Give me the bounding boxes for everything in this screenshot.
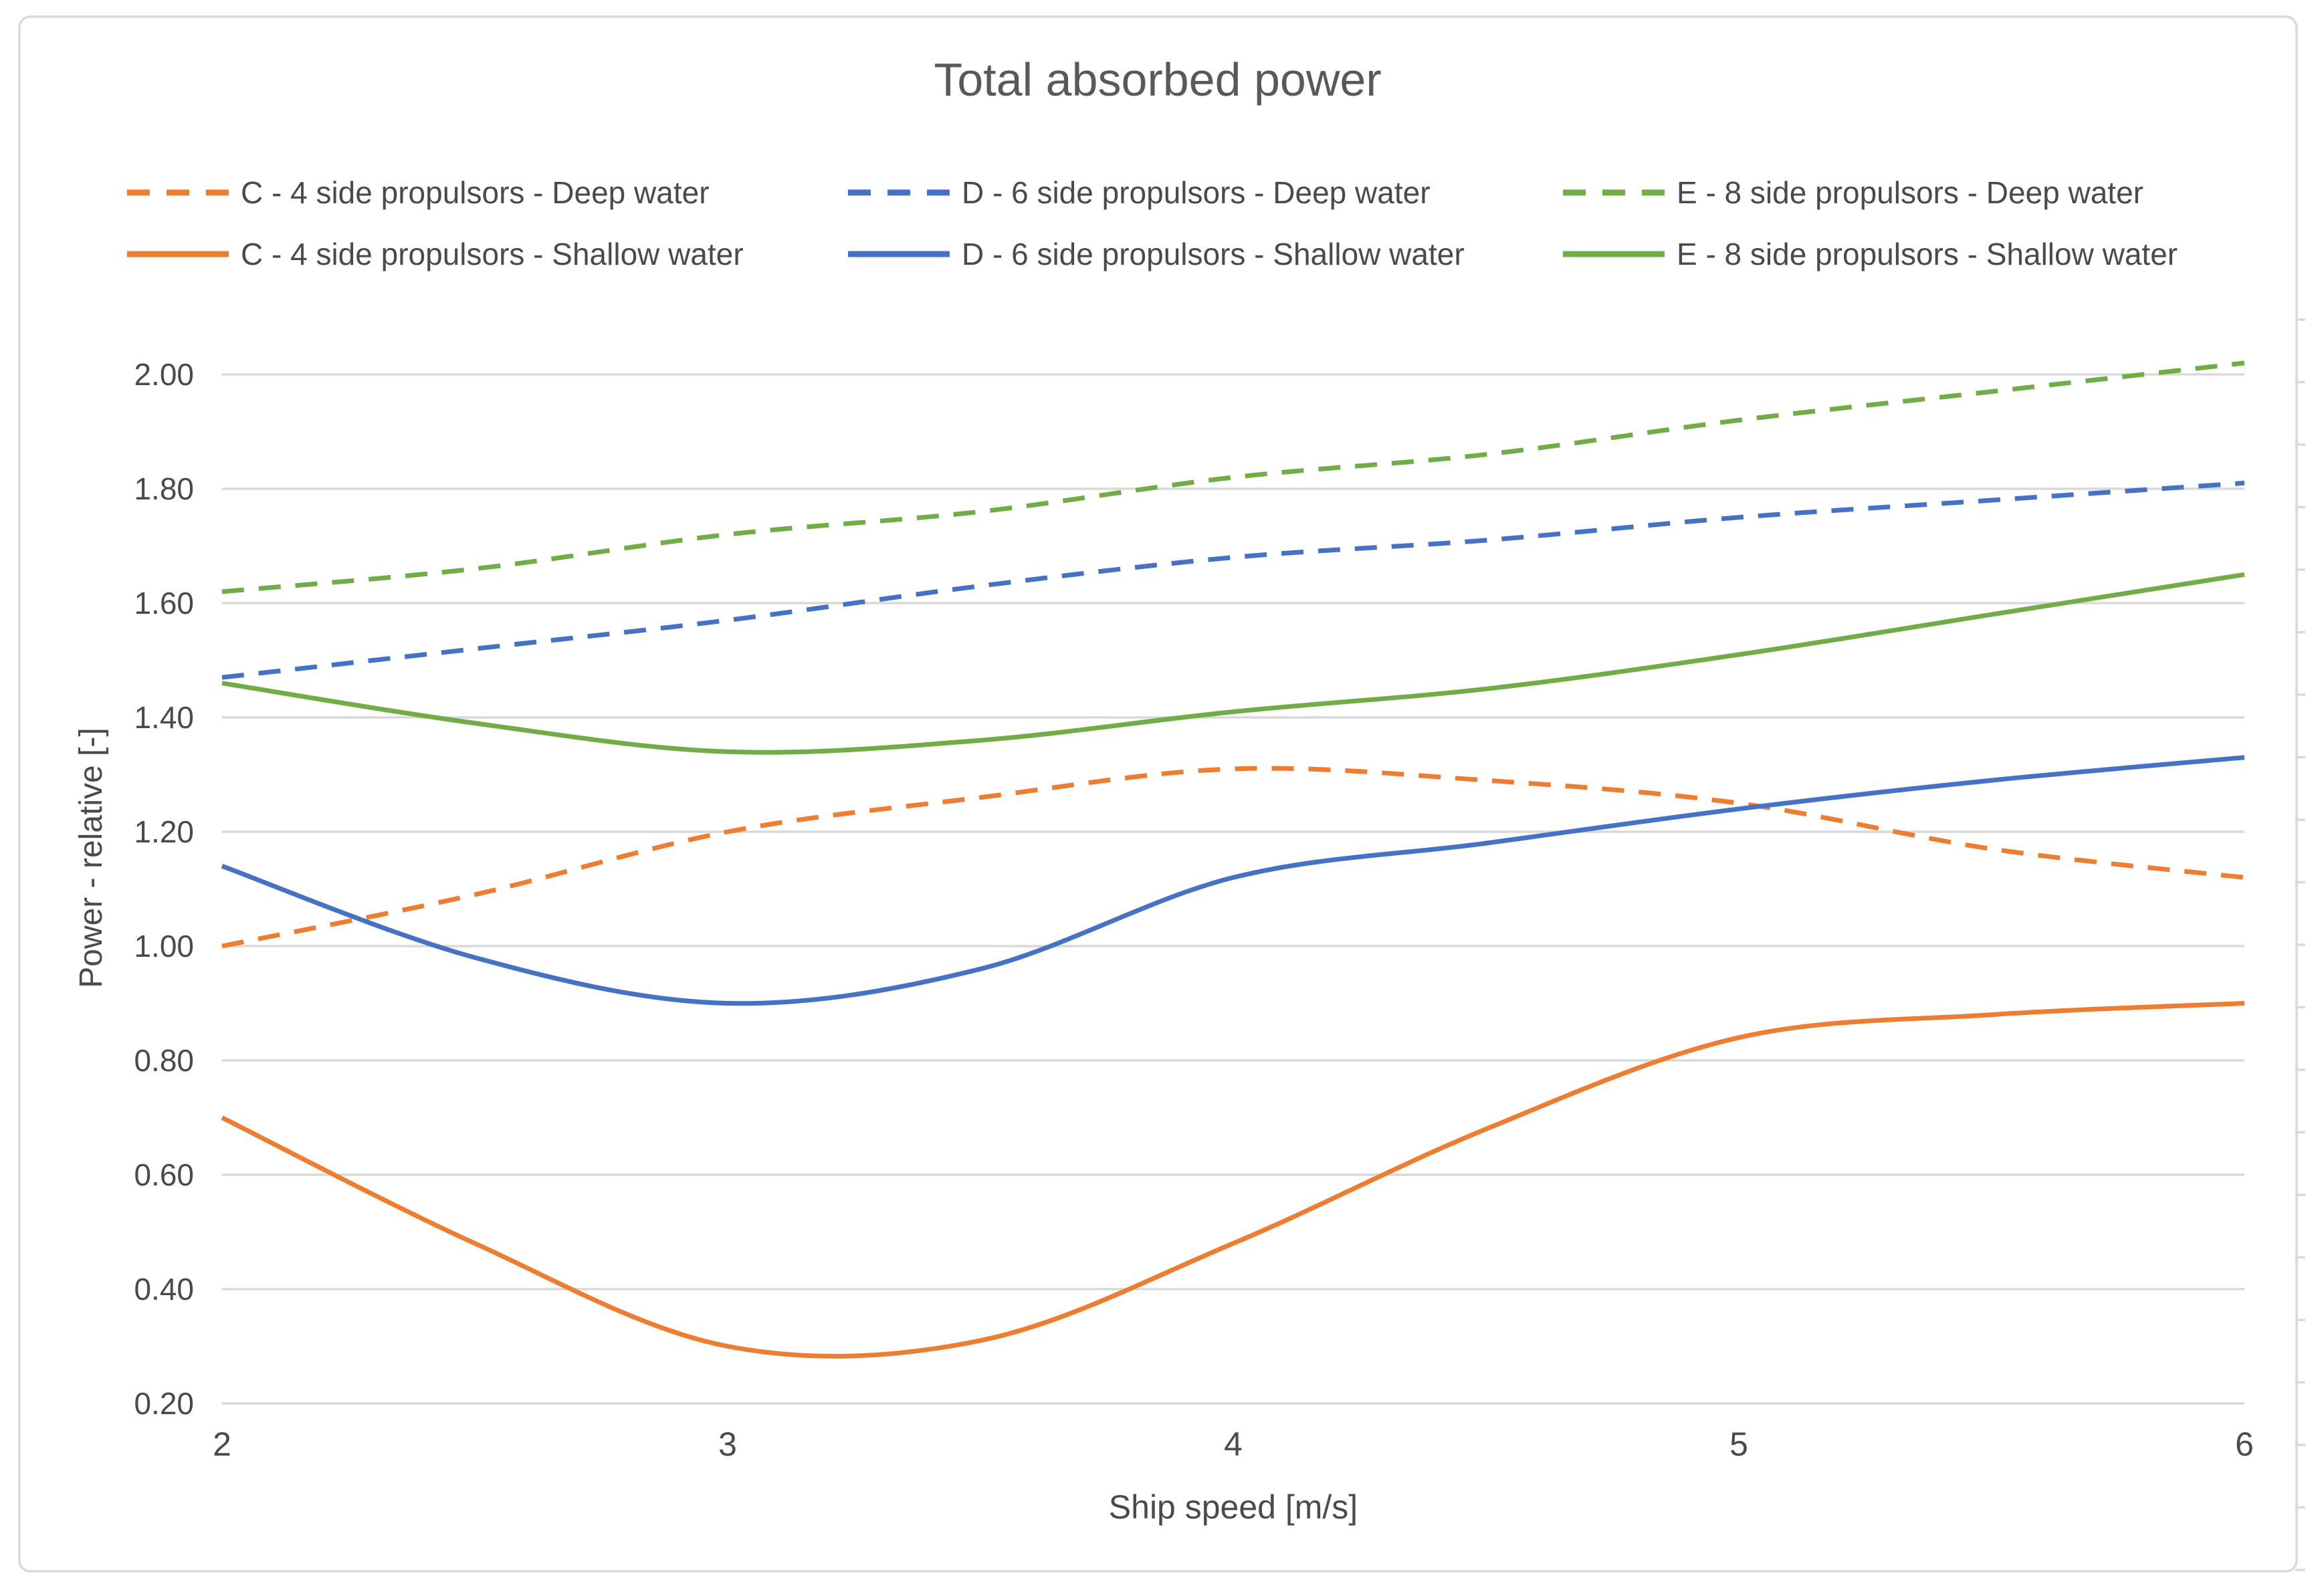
chart-title: Total absorbed power <box>934 53 1382 106</box>
legend-item: E - 8 side propulsors - Shallow water <box>1563 238 2178 270</box>
legend-item: D - 6 side propulsors - Shallow water <box>848 238 1465 270</box>
y-axis-tick-label: 0.60 <box>134 1157 194 1192</box>
y-axis-tick-label: 0.40 <box>134 1272 194 1306</box>
legend-item-label: E - 8 side propulsors - Shallow water <box>1677 237 2178 271</box>
x-axis-tick-label: 6 <box>2235 1426 2254 1463</box>
y-axis-tick-label: 1.20 <box>134 814 194 849</box>
chart-border <box>18 15 2298 1573</box>
series-line-3 <box>221 1001 2245 1359</box>
legend-line-swatch <box>848 189 950 196</box>
legend-item-label: D - 6 side propulsors - Shallow water <box>962 237 1465 271</box>
legend-item: E - 8 side propulsors - Deep water <box>1563 177 2143 209</box>
legend-line-swatch <box>848 251 950 257</box>
legend-line-swatch <box>127 189 229 196</box>
y-axis-tick-label: 1.00 <box>134 929 194 963</box>
series-line-0 <box>221 766 2245 949</box>
series-line-2 <box>221 360 2245 594</box>
series-line-5 <box>221 572 2245 755</box>
legend-item: C - 4 side propulsors - Deep water <box>127 177 710 209</box>
x-axis-title: Ship speed [m/s] <box>1108 1488 1358 1526</box>
legend-line-swatch <box>127 251 229 257</box>
legend-line-swatch <box>1563 251 1665 257</box>
x-axis-tick-label: 5 <box>1729 1426 1748 1463</box>
x-axis-tick-label: 3 <box>718 1426 737 1463</box>
legend-item-label: C - 4 side propulsors - Deep water <box>241 175 710 210</box>
y-axis-tick-label: 1.80 <box>134 471 194 506</box>
y-axis-tick-label: 2.00 <box>134 357 194 392</box>
legend-item-label: E - 8 side propulsors - Deep water <box>1677 175 2143 210</box>
y-axis-title: Power - relative [-] <box>74 727 109 988</box>
series-line-4 <box>221 755 2245 1006</box>
y-axis-tick-label: 1.40 <box>134 700 194 735</box>
y-axis-tick-label: 0.20 <box>134 1386 194 1421</box>
legend-item-label: C - 4 side propulsors - Shallow water <box>241 237 744 271</box>
y-axis-tick-label: 0.80 <box>134 1043 194 1078</box>
legend-item: C - 4 side propulsors - Shallow water <box>127 238 744 270</box>
legend-item: D - 6 side propulsors - Deep water <box>848 177 1431 209</box>
secondary-axis-ticks <box>2295 318 2305 1571</box>
x-axis-tick-label: 2 <box>213 1426 231 1463</box>
y-gridlines <box>222 373 2244 1405</box>
series-lines <box>221 360 2245 1359</box>
y-axis-tick-label: 1.60 <box>134 586 194 620</box>
x-axis-tick-label: 4 <box>1224 1426 1243 1463</box>
series-line-1 <box>221 480 2245 680</box>
legend-item-label: D - 6 side propulsors - Deep water <box>962 175 1431 210</box>
legend-line-swatch <box>1563 189 1665 196</box>
